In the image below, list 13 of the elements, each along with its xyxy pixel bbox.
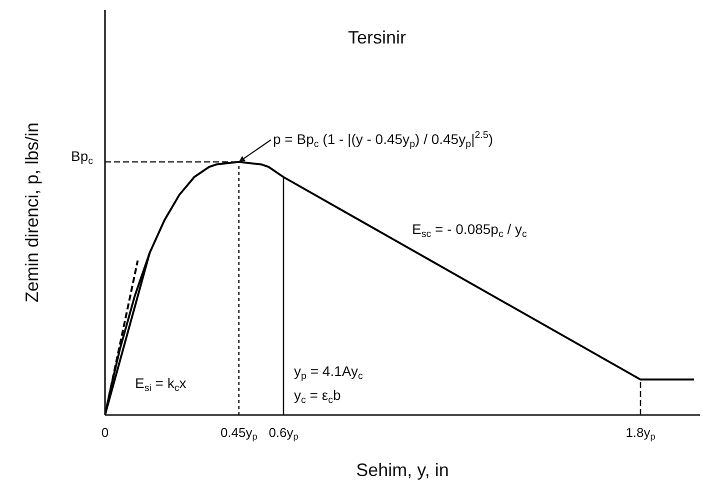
text: p = Bp$_{c}$ (1 - |(y - 0.45y$_{p}$) / 0.45y$_{p}$|$^{2.5}$)	[273, 130, 493, 150]
annotation: E$_{sc}$ = - 0.085p$_{c}$ / y$_{c}$	[412, 221, 528, 240]
chart-title: Tersinir	[348, 27, 406, 48]
ref-line-label: Bp$_{c}$	[71, 148, 94, 167]
y-axis-title: Zemin direnci, p, lbs/in	[22, 122, 42, 303]
annotation: E$_{si}$ = k$_{c}$x	[135, 375, 186, 394]
annotation: y$_{c}$ = ε$_{c}$b	[294, 387, 342, 406]
annotation: y$_{p}$ = 4.1Ay$_{c}$	[294, 363, 363, 382]
x-tick-label: 0.6y$_{p}$	[268, 425, 298, 442]
x-tick-label: 0	[101, 425, 109, 440]
x-tick-label: 0.45y$_{p}$	[220, 425, 258, 442]
x-tick-label: 1.8y$_{p}$	[626, 425, 656, 442]
x-axis-title: Sehim, y, in	[356, 460, 449, 480]
